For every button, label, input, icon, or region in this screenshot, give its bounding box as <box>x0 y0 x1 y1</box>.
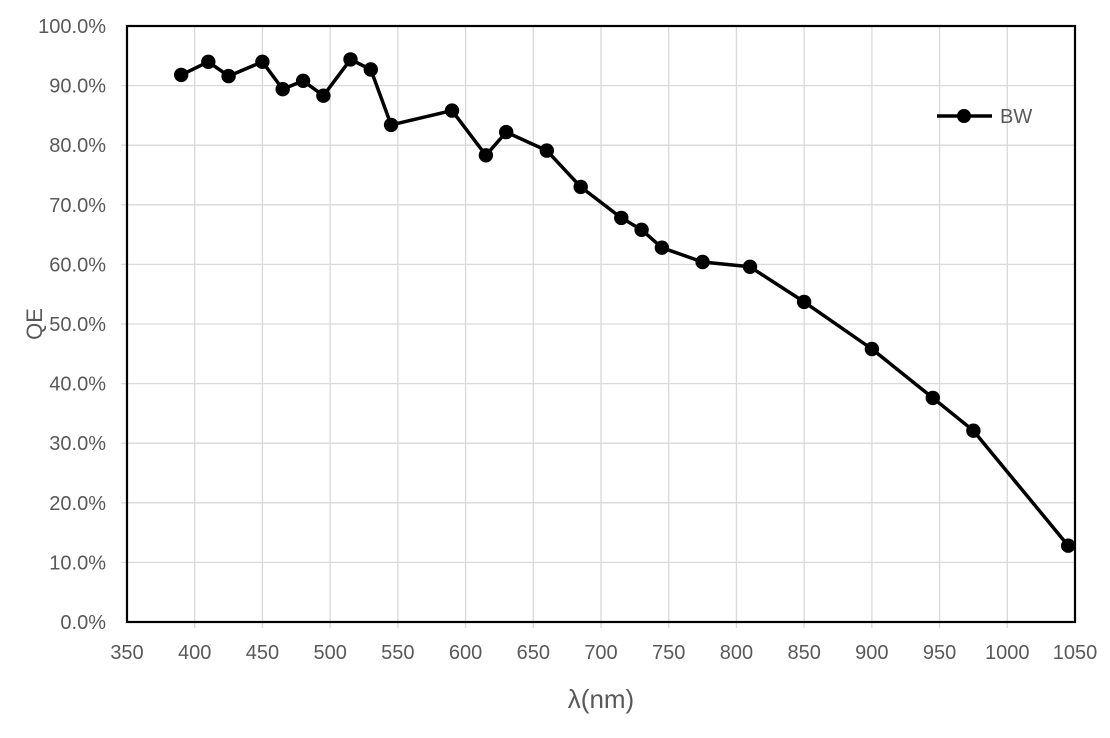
x-tick-labels: 350 400 450 500 550 600 650 700 750 800 850 900 950 1… <box>110 642 1097 664</box>
y-tick-label-0: 0.0% <box>60 612 106 634</box>
y-tick-labels: 0.0% 10.0% 20.0% 30.0% 40.0% 50.0% 60.0% 70.0% 8… <box>38 16 106 634</box>
legend: BW <box>937 106 1032 128</box>
y-tick-label-100: 100.0% <box>38 16 106 38</box>
x-tick-label-400: 400 <box>178 642 211 664</box>
marker-bw-425 <box>221 68 236 84</box>
x-tick-label-1050: 1050 <box>1053 642 1098 664</box>
marker-bw-775 <box>695 254 710 270</box>
y-axis-title: QE <box>22 308 47 340</box>
x-tick-label-700: 700 <box>584 642 617 664</box>
x-tick-label-550: 550 <box>381 642 414 664</box>
y-tick-label-50: 50.0% <box>49 314 106 336</box>
y-tick-label-80: 80.0% <box>49 135 106 157</box>
marker-bw-1045 <box>1061 538 1076 553</box>
marker-bw-590 <box>444 103 460 118</box>
marker-bw-745 <box>654 240 670 255</box>
x-tick-label-850: 850 <box>787 642 820 664</box>
legend-marker <box>957 109 971 123</box>
marker-bw-660 <box>539 143 554 158</box>
marker-bw-810 <box>742 259 758 274</box>
marker-bw-900 <box>864 341 880 357</box>
marker-bw-390 <box>174 67 189 83</box>
marker-bw-545 <box>383 117 399 133</box>
marker-bw-480 <box>295 73 311 89</box>
y-tick-label-90: 90.0% <box>49 76 106 98</box>
marker-bw-615 <box>478 148 494 163</box>
marker-bw-730 <box>634 222 649 237</box>
x-axis-title: λ(nm) <box>568 684 634 714</box>
x-tick-label-350: 350 <box>110 642 143 664</box>
marker-bw-410 <box>201 54 216 69</box>
y-tick-label-20: 20.0% <box>49 493 106 515</box>
series-layer <box>174 52 1076 553</box>
marker-bw-685 <box>573 179 588 195</box>
marker-bw-715 <box>614 210 629 226</box>
marker-bw-450 <box>255 54 270 69</box>
marker-bw-530 <box>363 62 378 77</box>
marker-bw-850 <box>796 294 812 310</box>
y-tick-label-70: 70.0% <box>49 195 106 217</box>
plot-border <box>125 24 1077 624</box>
legend-label: BW <box>1000 106 1032 128</box>
marker-bw-945 <box>925 390 940 406</box>
marker-bw-630 <box>499 124 514 140</box>
x-tick-label-450: 450 <box>246 642 279 664</box>
x-tick-label-800: 800 <box>720 642 753 664</box>
marker-bw-495 <box>316 88 331 103</box>
x-tick-label-750: 750 <box>652 642 685 664</box>
x-tick-label-600: 600 <box>449 642 482 664</box>
x-tick-label-900: 900 <box>855 642 888 664</box>
x-tick-label-950: 950 <box>923 642 956 664</box>
y-tick-label-10: 10.0% <box>49 552 106 574</box>
x-tick-label-1000: 1000 <box>985 642 1030 664</box>
y-tick-label-40: 40.0% <box>49 374 106 396</box>
x-tick-label-650: 650 <box>517 642 550 664</box>
y-tick-label-60: 60.0% <box>49 254 106 276</box>
x-tick-label-500: 500 <box>313 642 346 664</box>
marker-bw-465 <box>275 82 290 97</box>
marker-bw-515 <box>343 52 358 67</box>
y-tick-label-30: 30.0% <box>49 433 106 455</box>
marker-bw-975 <box>966 423 981 438</box>
gridlines-layer <box>121 26 1075 628</box>
